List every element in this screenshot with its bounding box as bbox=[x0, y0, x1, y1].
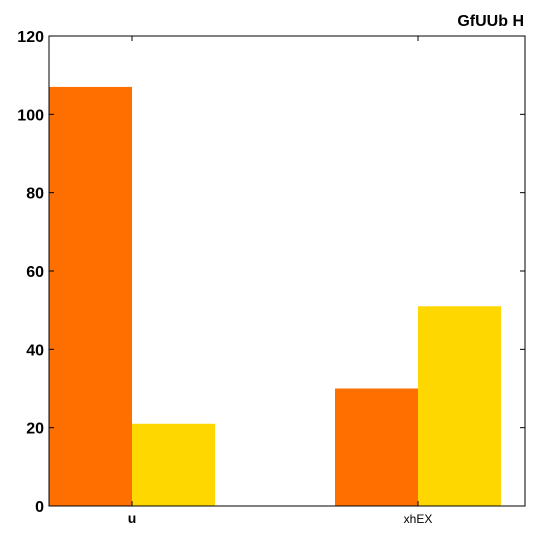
ytick-label: 120 bbox=[17, 29, 44, 46]
xtick-label-u: u bbox=[128, 510, 137, 526]
ytick-label: 0 bbox=[35, 499, 44, 516]
ytick-label: 100 bbox=[17, 107, 44, 124]
xtick-label-xhEX: xhEX bbox=[404, 512, 433, 526]
bars-layer bbox=[49, 86, 501, 507]
ytick-label: 40 bbox=[26, 342, 44, 359]
ticks-layer: 0 20 40 60 80 100 120 u xhEX bbox=[17, 29, 525, 526]
bar-xhEX-series-2 bbox=[418, 306, 501, 506]
bar-xhEX-series-1 bbox=[335, 388, 418, 506]
bar-u-series-1 bbox=[49, 86, 132, 507]
chart-title: GfUUb H bbox=[457, 13, 524, 30]
ytick-label: 20 bbox=[26, 421, 44, 438]
ytick-label: 80 bbox=[26, 186, 44, 203]
bar-u-series-2 bbox=[132, 423, 215, 506]
ytick-label: 60 bbox=[26, 264, 44, 281]
